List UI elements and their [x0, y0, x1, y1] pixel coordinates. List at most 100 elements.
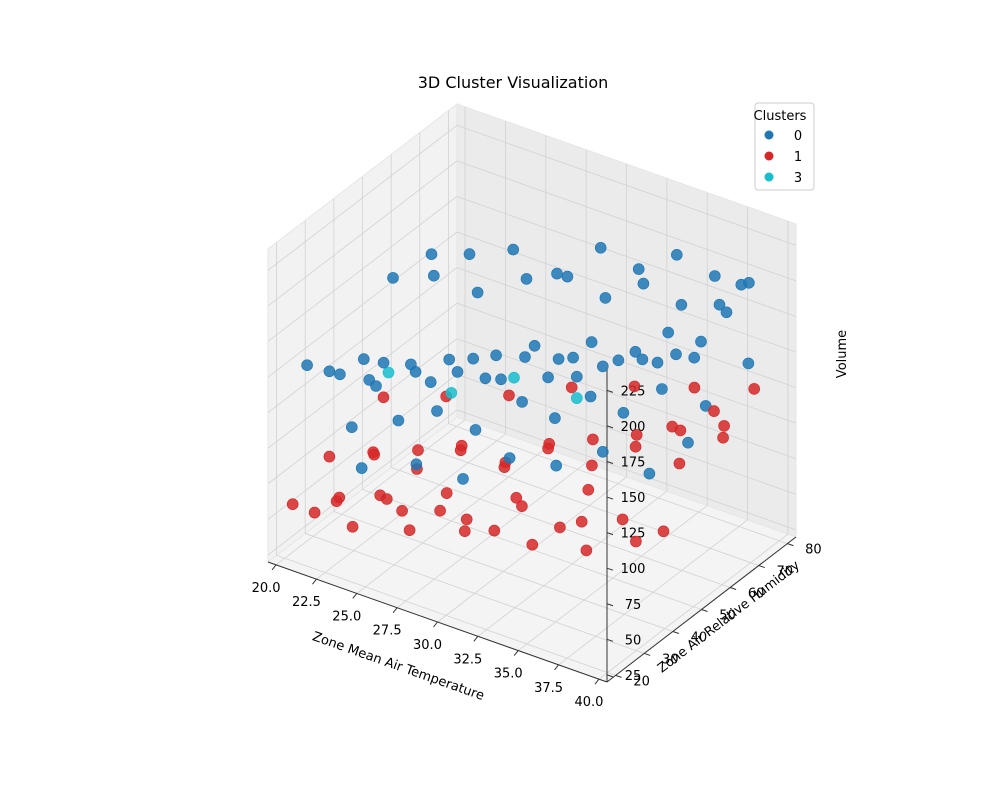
grid-line	[448, 423, 788, 544]
point-cluster-0	[377, 356, 390, 369]
x-tick-label: 32.5	[453, 652, 482, 667]
z-tick-mark	[606, 603, 614, 607]
point-cluster-3	[382, 366, 395, 379]
point-cluster-1	[673, 457, 686, 470]
legend-label-3: 3	[794, 171, 802, 186]
point-cluster-0	[670, 249, 683, 261]
z-tick-label: 50	[625, 633, 642, 648]
point-cluster-0	[695, 335, 707, 348]
x-tick-mark	[352, 593, 358, 599]
point-cluster-1	[708, 405, 720, 417]
point-cluster-0	[457, 473, 469, 485]
point-cluster-0	[596, 445, 609, 458]
axis-panes	[266, 102, 798, 683]
z-tick-label: 75	[625, 598, 642, 613]
point-cluster-1	[367, 446, 380, 459]
point-cluster-1	[346, 520, 359, 533]
point-cluster-0	[542, 371, 554, 384]
point-cluster-1	[516, 500, 528, 513]
point-cluster-0	[599, 292, 612, 304]
z-tick-mark	[606, 638, 614, 642]
point-cluster-1	[580, 544, 593, 557]
point-cluster-1	[587, 433, 599, 446]
point-cluster-1	[616, 513, 629, 526]
point-cluster-0	[570, 370, 583, 383]
x-axis-line	[267, 561, 608, 683]
point-cluster-0	[708, 270, 721, 282]
point-cluster-1	[510, 491, 523, 504]
x-tick-label: 20.0	[252, 581, 281, 596]
point-cluster-0	[742, 357, 755, 370]
point-cluster-0	[451, 366, 464, 378]
point-cluster-0	[345, 421, 358, 434]
point-cluster-0	[552, 353, 565, 365]
point-cluster-0	[424, 376, 437, 388]
point-cluster-0	[520, 273, 533, 285]
grid-line	[456, 196, 797, 317]
point-cluster-0	[713, 298, 726, 311]
grid-line	[267, 160, 458, 307]
point-cluster-1	[565, 381, 578, 394]
x-tick-mark	[433, 621, 438, 628]
point-cluster-0	[427, 269, 440, 282]
point-cluster-1	[458, 525, 471, 538]
point-cluster-0	[617, 406, 630, 419]
y-tick-mark	[701, 609, 708, 612]
point-cluster-0	[528, 339, 541, 352]
point-cluster-0	[443, 353, 456, 366]
y-tick-mark	[672, 630, 680, 634]
tick-labels: 20.0 22.5 25.0 27.5 30.0 32.5 35.0 37.5 40.0 20 30…	[252, 384, 822, 710]
point-cluster-0	[549, 412, 561, 424]
point-cluster-0	[567, 351, 579, 364]
y-tick-label: 30	[662, 652, 679, 667]
point-cluster-0	[720, 306, 733, 319]
point-cluster-0	[323, 365, 336, 378]
grid-line	[267, 231, 458, 378]
x-tick-mark	[554, 664, 559, 671]
point-cluster-1	[554, 521, 566, 534]
legend-marker-1	[764, 151, 774, 161]
point-cluster-1	[575, 515, 588, 528]
point-cluster-1	[718, 420, 730, 432]
point-cluster-0	[551, 267, 563, 280]
point-cluster-0	[503, 452, 516, 464]
legend-marker-0	[764, 130, 774, 140]
z-tick-mark	[606, 674, 614, 678]
y-tick-mark	[787, 543, 794, 547]
point-cluster-0	[662, 326, 675, 339]
point-cluster-1	[629, 440, 642, 453]
y-axis-line	[606, 536, 797, 683]
point-cluster-3	[570, 392, 583, 404]
legend-frame	[754, 102, 815, 191]
point-cluster-1	[717, 431, 729, 444]
point-cluster-3	[508, 371, 520, 384]
point-cluster-1	[582, 483, 595, 496]
point-cluster-0	[682, 436, 694, 449]
y-tick-label: 60	[748, 587, 765, 602]
point-cluster-1	[412, 444, 424, 456]
z-axis-label: Volume	[835, 330, 850, 378]
z-tick-label: 175	[621, 455, 646, 470]
point-cluster-0	[370, 380, 382, 392]
point-cluster-0	[463, 248, 476, 260]
point-cluster-0	[643, 467, 656, 480]
x-tick-mark	[312, 578, 317, 585]
x-tick-label: 22.5	[292, 595, 321, 610]
point-cluster-1	[748, 383, 761, 395]
point-cluster-0	[469, 424, 482, 436]
x-tick-label: 30.0	[413, 638, 442, 653]
point-cluster-0	[425, 248, 438, 260]
point-cluster-0	[699, 400, 712, 412]
axis-lines	[267, 369, 797, 685]
point-cluster-1	[286, 498, 299, 511]
point-cluster-0	[651, 356, 664, 369]
grid-line	[267, 196, 458, 342]
point-cluster-0	[490, 349, 502, 362]
point-cluster-0	[479, 372, 492, 385]
point-cluster-0	[516, 396, 528, 408]
y-tick-label: 80	[805, 543, 822, 558]
grid-line	[456, 302, 797, 424]
point-cluster-0	[334, 368, 346, 381]
